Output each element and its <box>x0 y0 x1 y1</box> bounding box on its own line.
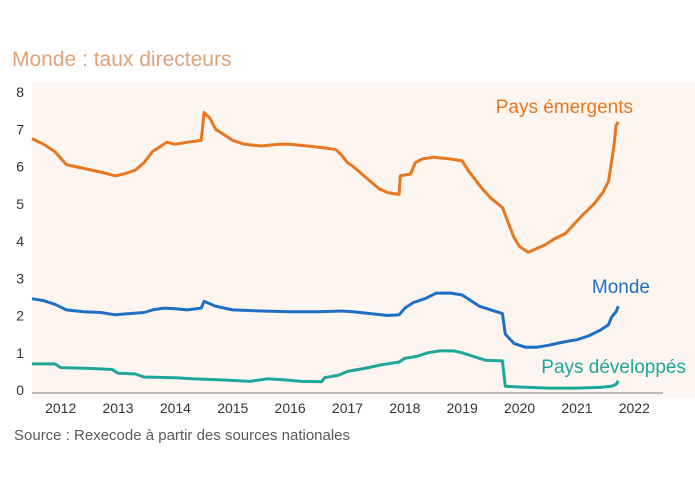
x-tick-label: 2013 <box>102 400 133 416</box>
x-tick-label: 2022 <box>619 400 650 416</box>
x-tick-label: 2015 <box>217 400 248 416</box>
series-line-0 <box>31 111 620 254</box>
x-tick-label: 2017 <box>332 400 363 416</box>
series-lines <box>31 111 620 390</box>
y-tick-label: 7 <box>16 121 24 137</box>
series-line-1 <box>31 291 620 349</box>
series-label-emergents: Pays émergents <box>496 97 633 118</box>
y-tick-label: 0 <box>16 382 24 398</box>
y-tick-label: 1 <box>16 345 24 361</box>
y-tick-label: 4 <box>16 233 24 249</box>
chart-title: Monde : taux directeurs <box>12 48 232 71</box>
y-tick-label: 2 <box>16 308 24 324</box>
x-tick-label: 2021 <box>561 400 592 416</box>
y-tick-label: 6 <box>16 159 24 175</box>
x-tick-label: 2020 <box>504 400 535 416</box>
y-tick-label: 5 <box>16 196 24 212</box>
x-tick-label: 2018 <box>389 400 420 416</box>
x-tick-label: 2019 <box>447 400 478 416</box>
y-axis-ticks: 0 1 2 3 4 5 6 7 8 <box>16 84 24 398</box>
y-tick-label: 3 <box>16 270 24 286</box>
x-tick-label: 2016 <box>275 400 306 416</box>
x-axis-ticks: 2012 2013 2014 2015 2016 2017 2018 2019 2020 2021… <box>45 400 650 416</box>
x-tick-label: 2014 <box>160 400 191 416</box>
series-label-developpes: Pays développés <box>541 357 686 378</box>
series-label-monde: Monde <box>592 277 650 298</box>
plot-background <box>32 82 695 398</box>
x-tick-label: 2012 <box>45 400 76 416</box>
source-note: Source : Rexecode à partir des sources n… <box>14 427 351 444</box>
y-tick-label: 8 <box>16 84 24 100</box>
series-labels: Pays émergents Monde Pays développés <box>496 97 686 378</box>
series-line-2 <box>32 349 620 390</box>
